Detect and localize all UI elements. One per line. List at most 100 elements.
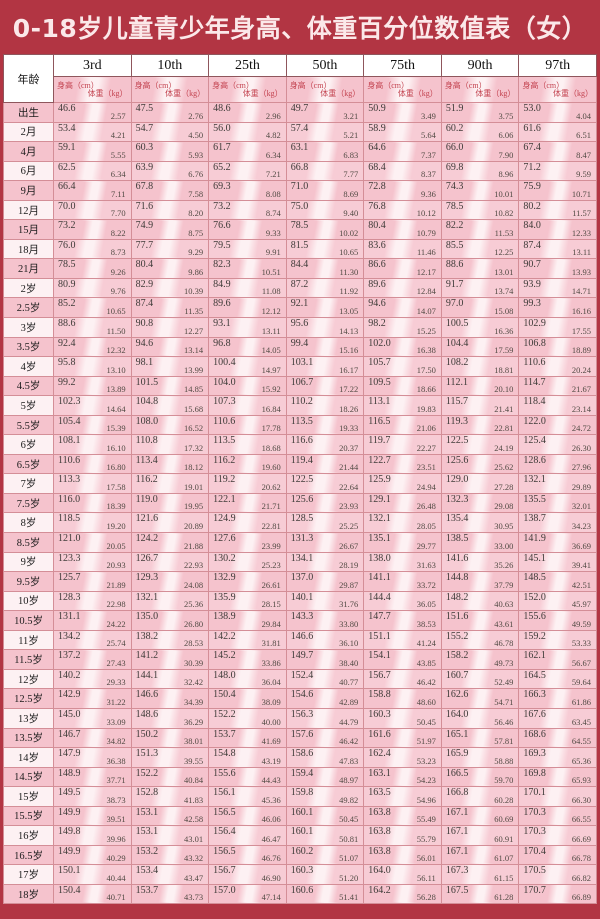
data-cell: 102.9 17.55 [518,317,597,338]
weight-value: 10.39 [184,286,204,297]
height-label: 身高（cm） [522,81,565,90]
weight-value: 3.21 [343,110,359,121]
data-cell: 170.4 66.78 [518,844,597,866]
weight-value: 40.00 [261,716,281,727]
height-value: 95.8 [58,357,76,369]
height-value: 60.2 [445,122,464,134]
age-label: 18岁 [3,883,54,905]
height-value: 137.2 [58,650,81,662]
data-cell: 125.6 25.62 [440,453,520,475]
weight-value: 33.80 [339,618,359,629]
table-row: 16.5岁 149.9 40.29 153.2 43.32 156.5 46.76 160.2… [3,844,597,866]
height-value: 84.4 [290,259,309,271]
weight-value: 8.08 [265,188,281,199]
height-value: 132.1 [135,591,159,603]
weight-value: 13.93 [571,266,591,277]
data-cell: 165.1 57.81 [440,727,520,749]
weight-value: 16.17 [339,364,359,375]
weight-value: 8.74 [265,208,281,219]
weight-value: 32.01 [571,501,591,512]
height-value: 160.3 [290,865,314,877]
height-value: 105.4 [58,415,81,427]
data-cell: 110.6 16.80 [53,453,132,475]
table-row: 21月 78.5 9.26 80.4 9.86 82.3 10.51 84.4 11.30 86.… [3,258,597,279]
age-label: 15岁 [3,786,54,807]
table-row: 8.5岁 121.0 20.05 124.2 21.88 127.6 23.99 131.3 2… [3,532,597,553]
age-label: 5.5岁 [3,414,54,436]
height-value: 106.8 [523,337,546,349]
weight-value: 11.57 [572,208,591,219]
height-value: 156.3 [290,708,314,720]
measure-subheader-cell: 身高（cm） 体重（kg） [440,76,520,103]
height-value: 132.9 [213,572,236,584]
weight-value: 61.15 [494,872,514,883]
height-value: 119.7 [368,435,391,447]
data-cell: 116.5 21.06 [363,414,442,436]
table-row: 16岁 149.8 39.96 153.1 43.01 156.4 46.47 160.1 50… [3,825,597,846]
height-value: 154.8 [213,748,236,760]
weight-value: 5.93 [188,149,204,160]
weight-value: 14.07 [416,306,436,317]
table-row: 9岁 123.3 20.93 126.7 22.93 130.2 25.23 134.1 28.… [3,551,597,573]
data-cell: 164.5 59.64 [518,668,597,690]
height-value: 95.6 [290,318,309,330]
data-cell: 71.6 8.20 [130,199,210,221]
data-cell: 152.2 40.00 [208,707,287,729]
age-label: 21月 [3,258,54,279]
weight-value: 11.50 [106,325,126,336]
weight-value: 50.45 [339,814,359,825]
age-column-header: 年龄 [3,54,54,103]
weight-value: 60.91 [494,833,514,844]
data-cell: 148.6 36.29 [130,707,210,729]
data-cell: 159.4 48.97 [285,766,365,788]
weight-value: 46.42 [339,736,359,747]
weight-value: 31.81 [261,638,281,649]
weight-value: 10.79 [416,227,436,238]
weight-value: 40.84 [184,775,204,786]
weight-value: 21.88 [184,540,204,551]
height-value: 161.6 [368,728,391,740]
weight-value: 13.11 [572,247,591,258]
height-label: 身高（cm） [212,81,254,90]
height-value: 131.3 [290,533,314,545]
weight-value: 30.39 [184,657,204,668]
height-value: 145.2 [213,650,236,662]
data-cell: 126.7 22.93 [130,551,210,573]
weight-value: 7.37 [420,149,436,160]
height-value: 66.4 [58,181,76,193]
height-value: 118.5 [58,513,81,525]
height-value: 84.9 [213,278,231,290]
weight-value: 41.69 [261,736,281,747]
height-value: 158.2 [445,650,469,662]
data-cell: 105.4 15.39 [53,414,132,436]
data-cell: 90.7 13.93 [518,258,597,279]
weight-value: 29.87 [339,579,359,590]
weight-label: 体重（kg） [475,89,516,98]
weight-value: 12.25 [494,247,514,258]
data-cell: 150.2 38.01 [130,727,210,749]
table-row: 4月 59.1 5.55 60.3 5.93 61.7 6.34 63.1 6.83 64.6 7.… [3,141,597,162]
weight-value: 11.92 [339,286,359,297]
height-value: 166.5 [445,767,469,779]
height-value: 141.1 [368,572,391,584]
weight-value: 6.83 [343,149,359,160]
data-cell: 107.3 16.84 [208,395,287,416]
data-cell: 135.0 26.80 [130,610,210,631]
age-label: 12月 [3,199,54,221]
data-cell: 58.9 5.64 [363,121,442,143]
height-value: 159.2 [523,630,546,642]
weight-value: 43.47 [184,872,204,883]
height-value: 135.5 [523,493,546,505]
height-value: 153.1 [135,826,159,838]
weight-value: 48.60 [416,696,436,707]
age-label: 5岁 [3,395,54,416]
weight-value: 10.65 [339,247,359,258]
table-row: 6岁 108.1 16.10 110.8 17.32 113.5 18.68 116.6 20.… [3,434,597,455]
height-label: 身高（cm） [289,81,332,90]
height-value: 128.6 [523,454,546,466]
data-cell: 151.6 43.61 [440,610,520,631]
weight-value: 19.95 [184,501,204,512]
height-value: 167.6 [523,708,546,720]
height-value: 87.2 [290,278,309,290]
weight-value: 37.71 [106,775,126,786]
